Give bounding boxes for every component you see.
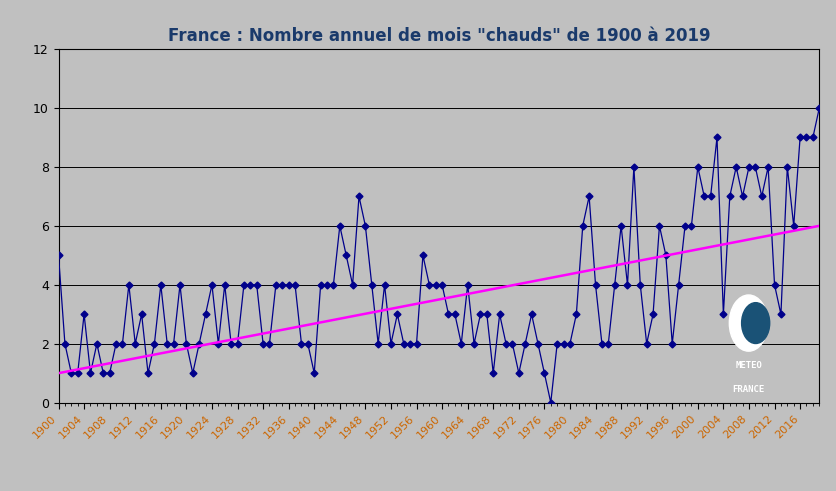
Circle shape (742, 302, 770, 344)
Text: METEO: METEO (735, 361, 762, 370)
Title: France : Nombre annuel de mois "chauds" de 1900 à 2019: France : Nombre annuel de mois "chauds" … (167, 27, 711, 45)
Circle shape (729, 295, 768, 351)
Text: FRANCE: FRANCE (732, 385, 765, 394)
